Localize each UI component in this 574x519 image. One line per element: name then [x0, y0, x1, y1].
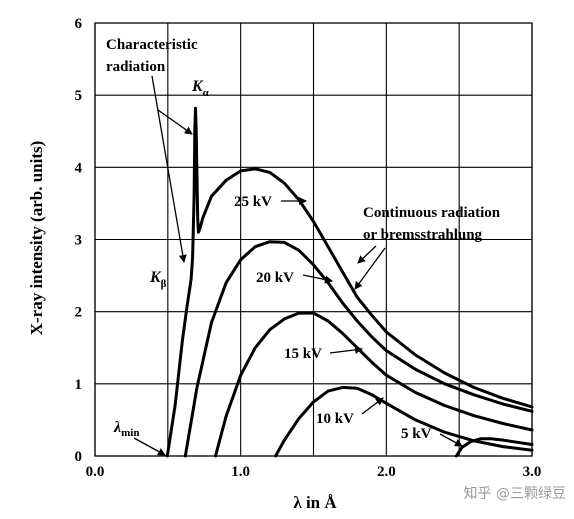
characteristic-arrow-alpha: [157, 109, 193, 135]
series-label-25kv: 25 kV: [234, 194, 272, 210]
series-line-20kv: [183, 240, 534, 458]
continuous-arrow-1: [357, 245, 377, 264]
lambda-min-arrow: [133, 437, 166, 456]
series-lines: [165, 106, 534, 458]
x-tick-label: 3.0: [523, 464, 542, 480]
y-tick-label: 1: [75, 377, 83, 393]
k-beta-label: Kβ: [149, 269, 167, 290]
series-arrow-20kv: [302, 274, 333, 284]
characteristic-label-line1: Characteristic: [106, 37, 198, 53]
series-line-10kv: [274, 385, 534, 458]
characteristic-arrow-beta: [151, 75, 187, 263]
series-arrow-10kv: [361, 397, 384, 415]
continuous-label-line1: Continuous radiation: [363, 205, 501, 221]
series-label-10kv: 10 kV: [316, 411, 354, 427]
series-line-15kv: [214, 311, 534, 458]
series-arrow-5kv: [439, 433, 463, 447]
y-tick-label: 0: [75, 449, 83, 465]
y-tick-label: 5: [75, 88, 83, 104]
continuous-arrow-2: [354, 247, 386, 290]
lambda-min-label: λmin: [113, 419, 139, 439]
y-tick-label: 6: [75, 16, 83, 32]
series-label-20kv: 20 kV: [256, 270, 294, 286]
y-axis-title: X-ray intensity (arb. units): [27, 141, 46, 336]
plot-frame: [94, 22, 533, 457]
continuous-label-line2: or bremsstrahlung: [363, 227, 483, 243]
x-tick-label: 1.0: [231, 464, 250, 480]
k-alpha-label: Kα: [191, 78, 210, 99]
watermark: 知乎 @三颗绿豆: [464, 485, 566, 502]
x-tick-label: 2.0: [377, 464, 396, 480]
series-line-25kv: [165, 106, 534, 458]
series-label-5kv: 5 kV: [401, 426, 432, 442]
x-axis-title: λ in Å: [293, 493, 337, 512]
series-line-5kv: [454, 437, 534, 458]
y-tick-label: 3: [75, 233, 83, 249]
y-tick-label: 2: [75, 305, 83, 321]
x-tick-label: 0.0: [86, 464, 105, 480]
y-tick-label: 4: [75, 160, 83, 176]
series-arrow-15kv: [329, 345, 363, 354]
tick-labels: 0.0 1.0 2.0 3.0 0 1 2 3 4 5 6: [75, 16, 542, 480]
characteristic-label-line2: radiation: [106, 59, 166, 75]
series-label-15kv: 15 kV: [284, 346, 322, 362]
